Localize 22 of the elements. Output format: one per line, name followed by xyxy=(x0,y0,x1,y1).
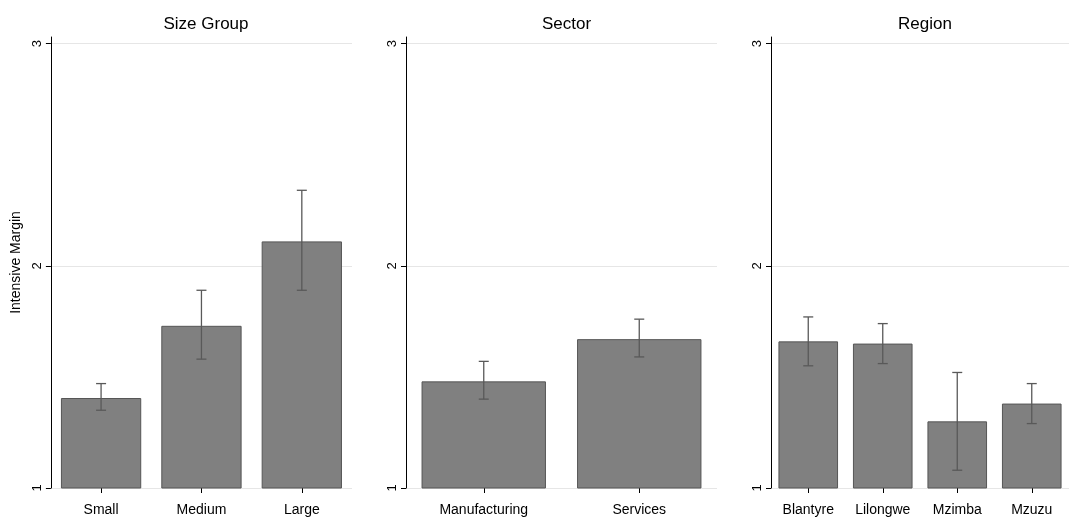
y-tick-label: 1 xyxy=(28,484,44,492)
x-tick-label: Mzuzu xyxy=(1011,501,1053,517)
chart-title: Size Group xyxy=(163,14,249,33)
y-tick-label: 2 xyxy=(749,262,764,270)
chart-title: Region xyxy=(898,14,952,33)
y-tick-label: 3 xyxy=(28,40,44,48)
y-tick-label: 2 xyxy=(28,262,44,270)
y-tick-label: 1 xyxy=(384,484,399,492)
chart-title: Sector xyxy=(541,14,592,33)
x-tick-label: Services xyxy=(612,501,667,517)
x-tick-label: Small xyxy=(83,501,119,517)
y-tick-label: 3 xyxy=(384,40,399,48)
x-tick-label: Large xyxy=(283,501,320,517)
y-tick-label: 3 xyxy=(749,40,764,48)
y-tick-label: 2 xyxy=(384,262,399,270)
x-tick-label: Manufacturing xyxy=(439,501,529,517)
x-tick-label: Blantyre xyxy=(782,501,835,517)
x-tick-label: Mzimba xyxy=(932,501,982,517)
x-tick-label: Lilongwe xyxy=(855,501,911,517)
x-tick-label: Medium xyxy=(176,501,227,517)
y-tick-label: 1 xyxy=(749,484,764,492)
y-axis-title: Intensive Margin xyxy=(7,211,23,314)
